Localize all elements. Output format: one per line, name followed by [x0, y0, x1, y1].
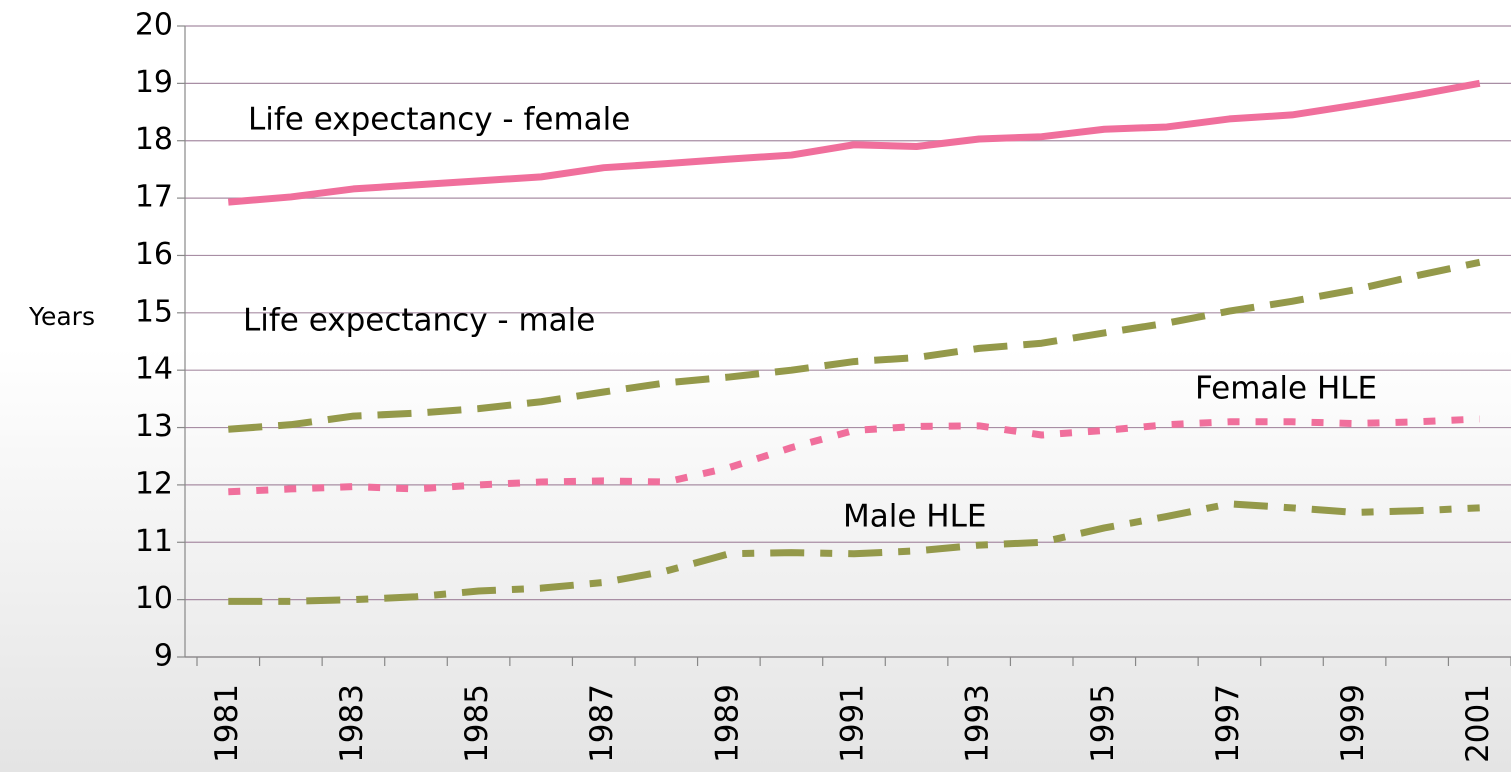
- x-tick-label: 1999: [1335, 684, 1371, 763]
- y-tick-label: 16: [135, 237, 173, 272]
- y-tick-label: 11: [135, 524, 173, 559]
- series-line: [227, 79, 1481, 206]
- x-tick-label: 1993: [960, 684, 996, 763]
- y-tick-label: 18: [135, 122, 173, 157]
- y-tick-label: 9: [154, 639, 173, 674]
- series-label: Life expectancy - female: [248, 102, 630, 138]
- series-label: Life expectancy - male: [243, 303, 595, 339]
- x-tick-label: 1981: [209, 684, 245, 763]
- y-tick-label: 14: [135, 352, 173, 387]
- x-tick-label: 1985: [459, 684, 495, 763]
- y-tick-label: 17: [135, 180, 173, 215]
- y-tick-label: 15: [135, 294, 173, 329]
- x-tick-label: 1995: [1085, 684, 1121, 763]
- y-axis-label: Years: [28, 302, 95, 331]
- x-tick-label: 1997: [1210, 684, 1246, 763]
- y-tick-label: 19: [135, 65, 173, 100]
- y-tick-label: 20: [135, 8, 173, 43]
- series-label: Male HLE: [843, 499, 986, 535]
- x-tick-label: 1991: [835, 684, 871, 763]
- x-tick-label: 2001: [1460, 684, 1496, 763]
- y-tick-label: 12: [135, 466, 173, 501]
- x-tick-label: 1983: [334, 684, 370, 763]
- y-tick-label: 13: [135, 409, 173, 444]
- series-line: [228, 258, 1481, 433]
- x-tick-label: 1989: [709, 684, 745, 763]
- series-line: [228, 500, 1480, 605]
- y-tick-label: 10: [135, 581, 173, 616]
- x-tick-label: 1987: [584, 684, 620, 763]
- series-label: Female HLE: [1195, 371, 1377, 407]
